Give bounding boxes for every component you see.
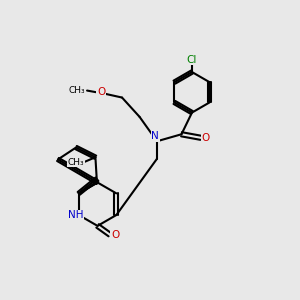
Text: N: N	[152, 131, 159, 141]
Text: O: O	[202, 133, 210, 143]
Text: O: O	[97, 87, 105, 97]
Text: Cl: Cl	[187, 55, 197, 65]
Text: CH₃: CH₃	[68, 86, 85, 95]
Text: CH₃: CH₃	[68, 158, 85, 167]
Text: NH: NH	[68, 210, 83, 220]
Text: O: O	[111, 230, 119, 240]
